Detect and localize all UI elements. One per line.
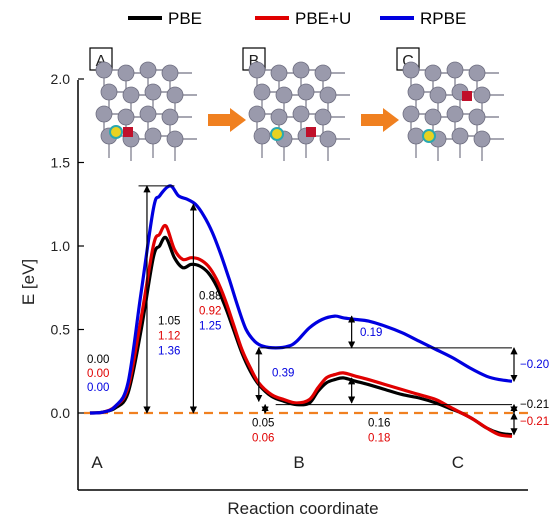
- metal-atom: [473, 130, 491, 148]
- annotation-int-b-value: 0.05: [252, 417, 274, 429]
- annotations: 0.00 0.00 0.00 1.05 1.12 1.36 0.88 0.92 1.25 0.05…: [87, 290, 549, 444]
- metal-atom: [117, 108, 135, 126]
- metal-atom: [144, 127, 162, 145]
- metal-atom: [429, 86, 447, 104]
- crystal-structure: [95, 61, 197, 161]
- panel-label: A: [96, 53, 107, 70]
- metal-atom: [451, 127, 469, 145]
- crystal-structure: [248, 61, 350, 161]
- adsorbate-atom-red: [123, 127, 133, 137]
- annotation-end-pbe-value: −0.21: [520, 399, 549, 411]
- y-tick-label: 0.5: [51, 322, 71, 338]
- adsorbate-atom-red: [462, 91, 472, 101]
- adsorbate-atom-yellow: [109, 125, 123, 139]
- annotation-end-rpbe-value: −0.20: [520, 359, 549, 371]
- point-label-a: A: [91, 453, 103, 472]
- metal-atom: [161, 64, 179, 82]
- metal-atom: [297, 83, 315, 101]
- metal-atom: [122, 86, 140, 104]
- structure-panels: A B C: [89, 47, 504, 161]
- y-ticks: 2.0 1.5 1.0 0.5 0.0: [51, 71, 84, 421]
- panel-label: B: [249, 53, 260, 70]
- series-lines: [89, 184, 513, 438]
- crystal-structure: [402, 61, 504, 161]
- metal-atom: [319, 130, 337, 148]
- metal-atom: [314, 64, 332, 82]
- metal-atom: [402, 105, 420, 123]
- metal-atom: [248, 61, 266, 79]
- x-axis-label: Reaction coordinate: [227, 499, 378, 518]
- annotation-rpbe-b-value: 0.39: [272, 367, 294, 379]
- metal-atom: [139, 105, 157, 123]
- transition-arrow: [208, 108, 246, 132]
- metal-atom: [117, 64, 135, 82]
- metal-atom: [407, 83, 425, 101]
- annotation-ts2-value: 0.88: [199, 290, 221, 302]
- metal-atom: [95, 61, 113, 79]
- metal-atom: [100, 83, 118, 101]
- annotation-int-b-value: 0.06: [252, 432, 274, 444]
- adsorbate-atom-red: [306, 127, 316, 137]
- annotation-ts1-value: 1.12: [158, 330, 180, 342]
- metal-atom: [139, 61, 157, 79]
- annotation-ts3-value: 0.18: [368, 432, 390, 444]
- metal-atom: [446, 105, 464, 123]
- metal-atom: [468, 64, 486, 82]
- metal-atom: [319, 86, 337, 104]
- annotation-ts2-value: 1.25: [199, 320, 221, 332]
- legend-label: PBE: [168, 9, 202, 28]
- series-line-rpbe: [89, 184, 513, 415]
- energy-markers: [138, 185, 518, 436]
- legend: PBE PBE+U RPBE: [128, 9, 466, 28]
- y-tick-label: 1.5: [51, 155, 71, 171]
- metal-atom: [424, 64, 442, 82]
- metal-atom: [161, 108, 179, 126]
- metal-atom: [248, 105, 266, 123]
- metal-atom: [275, 86, 293, 104]
- panel-label: C: [402, 53, 414, 70]
- adsorbate-atom-yellow: [270, 127, 284, 141]
- metal-atom: [473, 86, 491, 104]
- metal-atom: [402, 61, 420, 79]
- metal-atom: [314, 108, 332, 126]
- annotation-ts1-value: 1.36: [158, 345, 180, 357]
- metal-atom: [446, 61, 464, 79]
- annotation-start-value: 0.00: [87, 354, 109, 366]
- metal-atom: [95, 105, 113, 123]
- metal-atom: [407, 127, 425, 145]
- metal-atom: [424, 108, 442, 126]
- point-labels: A B C: [91, 453, 464, 472]
- annotation-ts2-value: 0.92: [199, 305, 221, 317]
- metal-atom: [270, 108, 288, 126]
- metal-atom: [253, 83, 271, 101]
- metal-atom: [253, 127, 271, 145]
- y-tick-label: 2.0: [51, 71, 71, 87]
- metal-atom: [292, 61, 310, 79]
- legend-label: PBE+U: [295, 9, 351, 28]
- y-tick-label: 1.0: [51, 238, 71, 254]
- adsorbate-atom-yellow: [422, 129, 436, 143]
- point-label-c: C: [452, 453, 464, 472]
- point-label-b: B: [293, 453, 304, 472]
- metal-atom: [144, 83, 162, 101]
- annotation-start-value: 0.00: [87, 382, 109, 394]
- metal-atom: [270, 64, 288, 82]
- annotation-ts3-rpbe-value: 0.19: [360, 327, 382, 339]
- metal-atom: [166, 86, 184, 104]
- legend-label: RPBE: [420, 9, 466, 28]
- plot-area: 2.0 1.5 1.0 0.5 0.0 0.00 0.00 0.00 1.05 1.12 1.36…: [51, 71, 549, 491]
- metal-atom: [166, 130, 184, 148]
- annotation-start-value: 0.00: [87, 368, 109, 380]
- metal-atom: [468, 108, 486, 126]
- annotation-ts3-value: 0.16: [368, 417, 390, 429]
- y-tick-label: 0.0: [51, 405, 71, 421]
- series-line-pbe-u: [89, 223, 513, 438]
- metal-atom: [292, 105, 310, 123]
- y-axis-label: E [eV]: [19, 259, 38, 305]
- annotation-ts1-value: 1.05: [158, 315, 180, 327]
- transition-arrow: [361, 108, 399, 132]
- annotation-end-pbe-value: −0.21: [520, 416, 549, 428]
